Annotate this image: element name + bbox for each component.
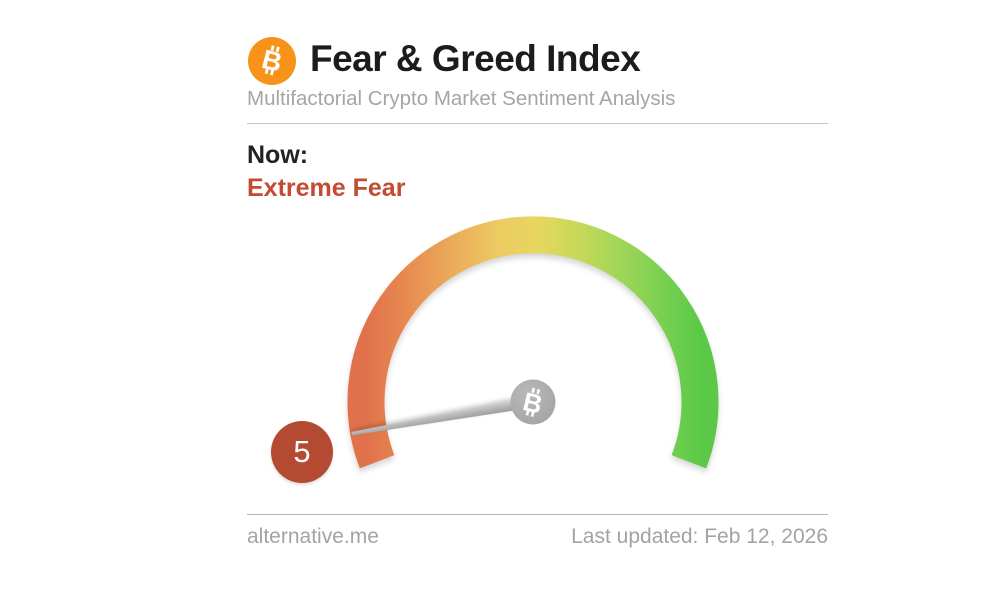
gauge-chart: B xyxy=(347,216,719,469)
subtitle: Multifactorial Crypto Market Sentiment A… xyxy=(247,87,676,110)
gauge-needle xyxy=(351,396,534,436)
now-label: Now: xyxy=(247,141,309,169)
last-updated: Last updated: Feb 12, 2026 xyxy=(571,525,828,548)
current-classification: Extreme Fear xyxy=(247,174,406,202)
gauge-arc xyxy=(347,216,719,469)
page-title: Fear & Greed Index xyxy=(310,38,641,79)
bitcoin-icon: B xyxy=(248,37,296,85)
bitcoin-icon-circle xyxy=(248,37,296,85)
value-badge: 5 xyxy=(271,421,333,483)
footer-divider xyxy=(247,514,828,515)
site-link[interactable]: alternative.me xyxy=(247,525,379,548)
header-divider xyxy=(247,123,828,124)
needle-hub-bitcoin-icon: B xyxy=(510,379,556,425)
fear-greed-widget: B Fear & Greed Index Multifactorial Cryp… xyxy=(247,30,828,580)
